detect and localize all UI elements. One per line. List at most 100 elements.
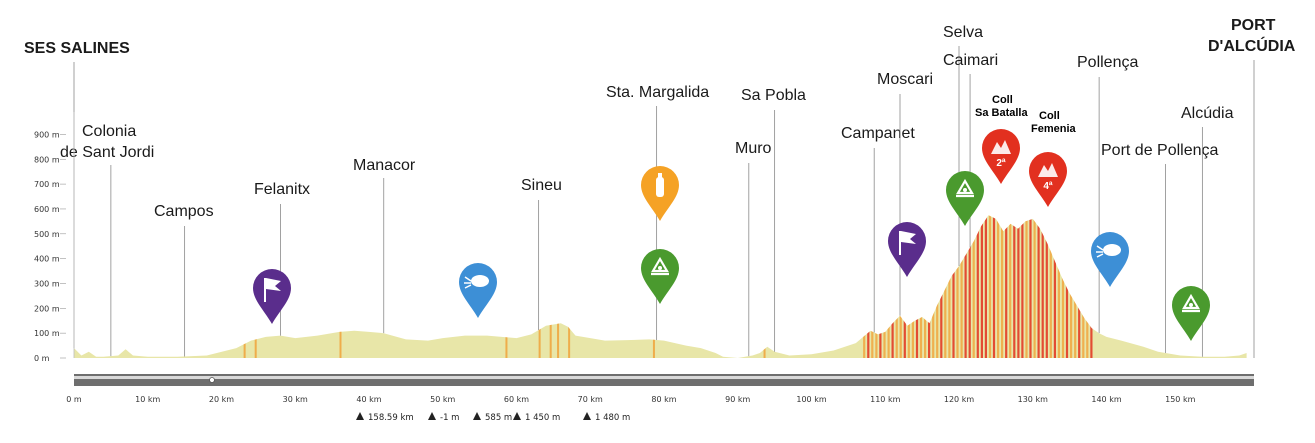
y-tick-label: 0 m bbox=[34, 354, 50, 363]
distance-bar-highlight bbox=[74, 376, 1254, 379]
y-tick-label: 200 m bbox=[34, 304, 60, 313]
recycle-icon bbox=[651, 256, 669, 276]
distance-bar bbox=[74, 374, 1254, 386]
town-label: Caimari bbox=[943, 52, 998, 69]
town-label: Sa Pobla bbox=[741, 87, 806, 104]
gradient-stripe bbox=[1017, 215, 1020, 358]
stat-item: -1 m bbox=[428, 412, 459, 423]
gradient-stripe bbox=[1086, 215, 1089, 358]
x-tick-label: 150 km bbox=[1165, 395, 1195, 404]
mountain-icon bbox=[473, 412, 481, 420]
y-tick-label: 600 m bbox=[34, 205, 60, 214]
town-label: PORT bbox=[1231, 17, 1276, 34]
distance-bar-dot bbox=[209, 377, 215, 383]
marker-pin bbox=[459, 263, 497, 318]
town-label: Port de Pollença bbox=[1101, 142, 1219, 159]
flag-icon bbox=[899, 231, 916, 255]
recycle-icon bbox=[956, 178, 974, 198]
gradient-stripe bbox=[1065, 215, 1069, 358]
y-tick-label: 900 m bbox=[34, 130, 60, 139]
stage-stats: 158.59 km -1 m 585 m 1 450 m 1 480 m bbox=[356, 412, 630, 423]
marker-pin bbox=[641, 249, 679, 304]
x-tick-label: 70 km bbox=[578, 395, 603, 404]
gradient-stripe bbox=[1021, 215, 1024, 358]
climb-category: 4ª bbox=[1043, 181, 1053, 192]
town-label: Pollença bbox=[1077, 54, 1138, 71]
y-axis: 0 m 100 m 200 m 300 m 400 m 500 m 600 m 700 m 80… bbox=[34, 112, 75, 363]
gradient-stripe bbox=[1053, 215, 1056, 358]
climb-category: 2ª bbox=[996, 158, 1006, 169]
town-label: Selva bbox=[943, 24, 983, 41]
marker-feed bbox=[459, 263, 497, 318]
mountain-icon bbox=[513, 412, 521, 420]
climb-name: Coll bbox=[1039, 110, 1060, 122]
gradient-stripe bbox=[243, 215, 246, 358]
marker-sprint bbox=[888, 222, 926, 277]
x-tick-label: 0 m bbox=[66, 395, 82, 404]
town-label: D'ALCÚDIA bbox=[1208, 36, 1296, 55]
stat-item: 1 450 m bbox=[513, 412, 560, 423]
marker-pin bbox=[253, 269, 291, 324]
gradient-stripe bbox=[1045, 215, 1048, 358]
water-drop-icon bbox=[464, 275, 489, 289]
mountain-icon bbox=[991, 140, 1011, 154]
y-tick-label: 100 m bbox=[34, 329, 60, 338]
gradient-stripe bbox=[1061, 215, 1065, 358]
y-tick-label: 300 m bbox=[34, 279, 60, 288]
stat-value: 585 m bbox=[485, 413, 512, 423]
gradient-stripe bbox=[1082, 215, 1085, 358]
stat-item: 158.59 km bbox=[356, 412, 414, 423]
y-tick-label: 700 m bbox=[34, 180, 60, 189]
gradient-stripe bbox=[948, 215, 951, 358]
gradient-stripe bbox=[964, 215, 967, 358]
water-drop-icon bbox=[1096, 244, 1121, 258]
town-labels: SES SALINES Colonia de Sant Jordi Campos Fel… bbox=[24, 17, 1296, 358]
gradient-stripe bbox=[1057, 215, 1060, 358]
stat-value: 158.59 km bbox=[368, 413, 414, 423]
gradient-stripe bbox=[980, 215, 983, 358]
mountain-icon bbox=[356, 412, 364, 420]
x-tick-label: 110 km bbox=[870, 395, 900, 404]
gradient-stripe bbox=[1074, 215, 1077, 358]
gradient-stripe bbox=[997, 215, 1000, 358]
town-label: de Sant Jordi bbox=[60, 144, 154, 161]
gradient-stripe bbox=[1049, 215, 1052, 358]
town-label: Sineu bbox=[521, 177, 562, 194]
gradient-stripe bbox=[956, 215, 959, 358]
marker-feed bbox=[1091, 232, 1129, 287]
climb-marker: 4ª bbox=[1029, 152, 1067, 207]
gradient-stripe bbox=[984, 215, 987, 358]
stat-value: 1 480 m bbox=[595, 413, 630, 423]
gradient-stripe bbox=[932, 215, 935, 358]
gradient-stripe bbox=[944, 215, 947, 358]
x-tick-label: 100 km bbox=[796, 395, 826, 404]
gradient-stripe bbox=[1090, 215, 1093, 358]
marker-refreshment bbox=[641, 166, 679, 221]
marker-waste-zone bbox=[946, 171, 984, 226]
bottle-icon bbox=[656, 173, 664, 197]
marker-waste-zone bbox=[1172, 286, 1210, 341]
gradient-stripe bbox=[992, 215, 996, 358]
gradient-stripe bbox=[254, 215, 257, 358]
gradient-stripe bbox=[1029, 215, 1032, 358]
marker-pin bbox=[982, 129, 1020, 184]
y-tick-label: 500 m bbox=[34, 230, 60, 239]
gradient-stripe bbox=[952, 215, 955, 358]
gradient-stripe bbox=[1037, 215, 1040, 358]
gradient-stripe bbox=[1070, 215, 1073, 358]
gradient-stripe bbox=[928, 215, 931, 358]
stat-item: 1 480 m bbox=[583, 412, 630, 423]
gradient-stripe bbox=[1013, 215, 1016, 358]
town-label: Sta. Margalida bbox=[606, 84, 709, 101]
marker-sprint bbox=[253, 269, 291, 324]
gradient-stripe bbox=[568, 215, 571, 358]
y-tick-label: 800 m bbox=[34, 155, 60, 164]
gradient-stripe bbox=[988, 215, 992, 358]
marker-waste-zone bbox=[641, 249, 679, 304]
gradient-stripe bbox=[972, 215, 975, 358]
gradient-stripe bbox=[1025, 215, 1028, 358]
marker-pin bbox=[888, 222, 926, 277]
gradient-stripe bbox=[936, 215, 939, 358]
